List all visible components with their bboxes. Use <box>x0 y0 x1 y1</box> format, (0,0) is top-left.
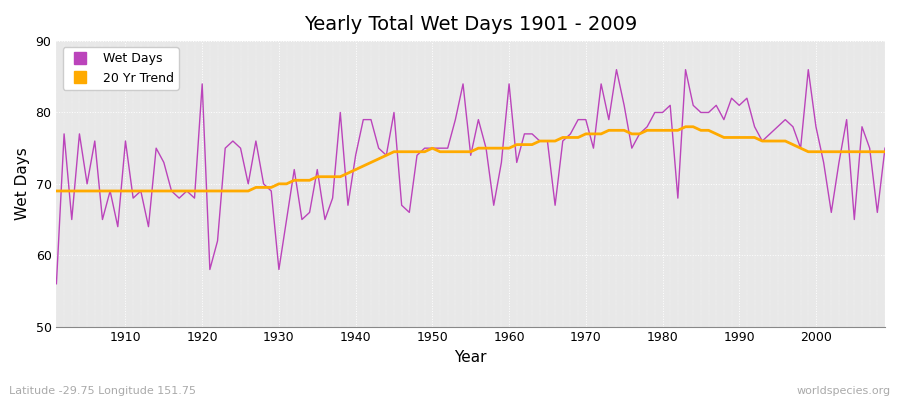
X-axis label: Year: Year <box>454 350 487 365</box>
Wet Days <box>504 82 515 86</box>
20 Yr Trend <box>879 149 890 154</box>
Wet Days <box>496 160 507 165</box>
Wet Days <box>112 224 123 229</box>
20 Yr Trend <box>504 146 515 150</box>
20 Yr Trend <box>112 188 123 193</box>
20 Yr Trend <box>281 182 292 186</box>
Line: Wet Days: Wet Days <box>57 70 885 284</box>
Wet Days <box>611 67 622 72</box>
20 Yr Trend <box>328 174 338 179</box>
Wet Days <box>281 217 292 222</box>
20 Yr Trend <box>496 146 507 150</box>
Title: Yearly Total Wet Days 1901 - 2009: Yearly Total Wet Days 1901 - 2009 <box>304 15 637 34</box>
Line: 20 Yr Trend: 20 Yr Trend <box>57 127 885 191</box>
20 Yr Trend <box>596 132 607 136</box>
Text: Latitude -29.75 Longitude 151.75: Latitude -29.75 Longitude 151.75 <box>9 386 196 396</box>
Wet Days <box>879 146 890 150</box>
Wet Days <box>596 82 607 86</box>
Text: worldspecies.org: worldspecies.org <box>796 386 891 396</box>
20 Yr Trend <box>51 188 62 193</box>
Y-axis label: Wet Days: Wet Days <box>15 148 30 220</box>
Wet Days <box>328 196 338 200</box>
20 Yr Trend <box>680 124 691 129</box>
Legend: Wet Days, 20 Yr Trend: Wet Days, 20 Yr Trend <box>63 47 179 90</box>
Wet Days <box>51 281 62 286</box>
